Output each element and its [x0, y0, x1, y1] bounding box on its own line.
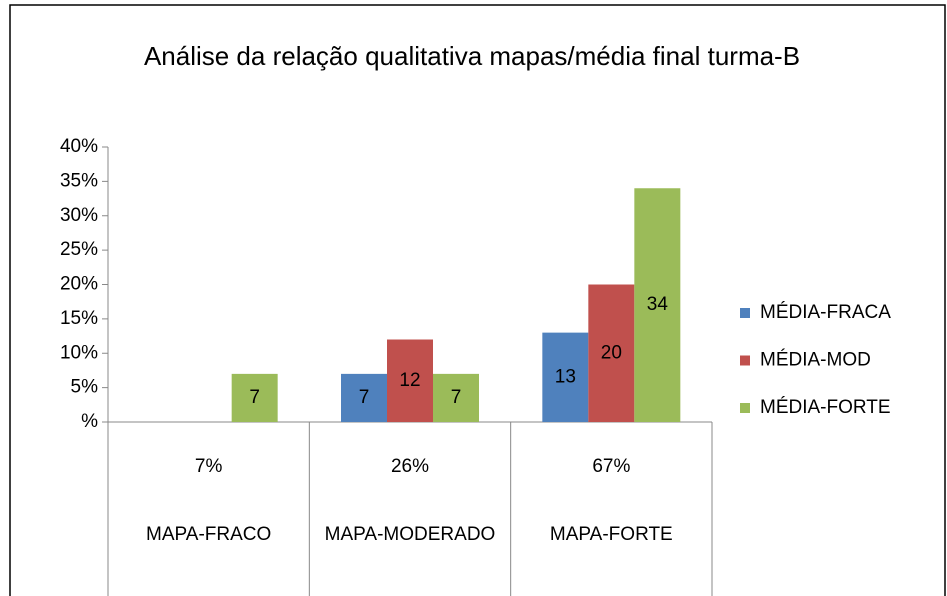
chart-frame	[9, 4, 946, 596]
bar	[588, 284, 635, 422]
data-label: 7	[359, 387, 370, 408]
data-label: 20	[601, 342, 622, 363]
data-label: 12	[399, 370, 420, 391]
data-label: 13	[555, 366, 576, 387]
y-tick-label: 30%	[60, 205, 98, 226]
bar	[231, 373, 278, 422]
x-tick-label: MAPA-MODERADO	[325, 524, 496, 545]
x-tick-label: MAPA-FRACO	[146, 524, 271, 545]
data-label: 34	[647, 294, 669, 315]
bar	[433, 373, 479, 422]
data-label: 7	[451, 387, 462, 408]
y-tick-label: 35%	[60, 170, 98, 191]
legend-label: MÉDIA-FRACA	[760, 302, 891, 323]
y-tick-label: 40%	[60, 136, 98, 157]
chart-title: Análise da relação qualitativa mapas/méd…	[144, 41, 800, 71]
y-tick-label: 5%	[71, 377, 99, 398]
legend-label: MÉDIA-FORTE	[760, 397, 891, 418]
y-tick-label: 20%	[60, 274, 98, 295]
legend-swatch	[740, 308, 750, 318]
category-value-label: 26%	[391, 456, 429, 477]
x-tick-label: MAPA-FORTE	[550, 524, 673, 545]
bar	[341, 373, 387, 422]
legend-swatch	[740, 355, 750, 366]
legend-label: MÉDIA-MOD	[760, 350, 871, 371]
y-tick-label: 25%	[60, 239, 98, 260]
category-value-label: 7%	[195, 456, 223, 477]
legend-swatch	[740, 403, 750, 413]
bar	[387, 339, 433, 422]
y-tick-label: 15%	[60, 308, 98, 329]
bar	[634, 188, 681, 422]
category-value-label: 67%	[592, 456, 630, 477]
data-label: 7	[249, 387, 260, 408]
bar	[542, 332, 589, 422]
y-tick-label: 10%	[60, 342, 98, 363]
y-tick-label: %	[81, 411, 98, 432]
